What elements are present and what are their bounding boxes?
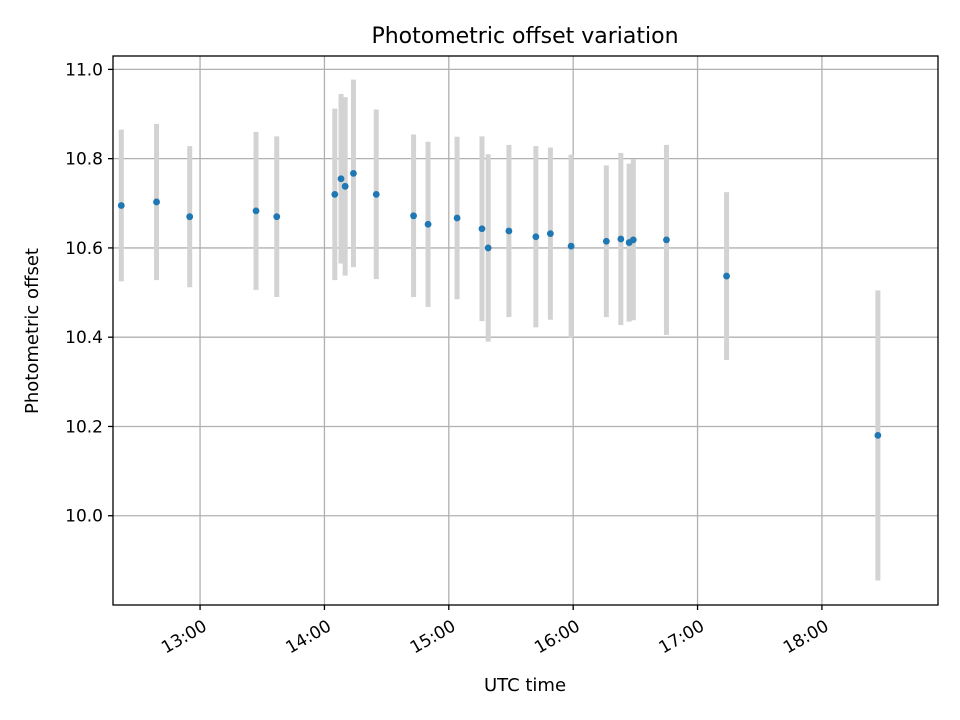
data-point [505,227,513,235]
data-point [252,207,260,215]
data-point [478,225,486,233]
data-point [372,190,380,198]
data-point [117,202,125,209]
plot-frame [112,55,939,606]
data-point [663,236,670,244]
y-tick-label: 10.6 [65,239,103,259]
data-point [273,213,281,221]
data-point [484,244,492,252]
data-point [602,237,610,245]
x-axis-label: UTC time [484,675,566,696]
data-point [341,182,349,190]
data-point [546,230,554,238]
data-point [532,233,540,241]
data-point [337,175,345,183]
data-point [453,214,461,222]
data-point [617,235,625,243]
data-point [424,220,432,228]
y-tick-label: 11.0 [65,60,103,80]
y-axis-label: Photometric offset [22,248,43,414]
data-point [153,198,160,206]
data-points [117,169,882,439]
data-point [331,190,339,198]
data-point [350,169,357,177]
data-point [723,272,730,280]
data-point [874,431,882,439]
y-tick-label: 10.8 [65,150,103,170]
data-point [186,213,194,221]
y-tick-label: 10.0 [65,507,103,527]
y-tick-label: 10.4 [65,328,103,348]
chart-title: Photometric offset variation [371,24,678,49]
data-point [410,212,417,220]
y-tick-label: 10.2 [65,417,103,437]
data-point [629,236,637,244]
grid-lines [113,56,938,605]
data-point [567,242,575,250]
